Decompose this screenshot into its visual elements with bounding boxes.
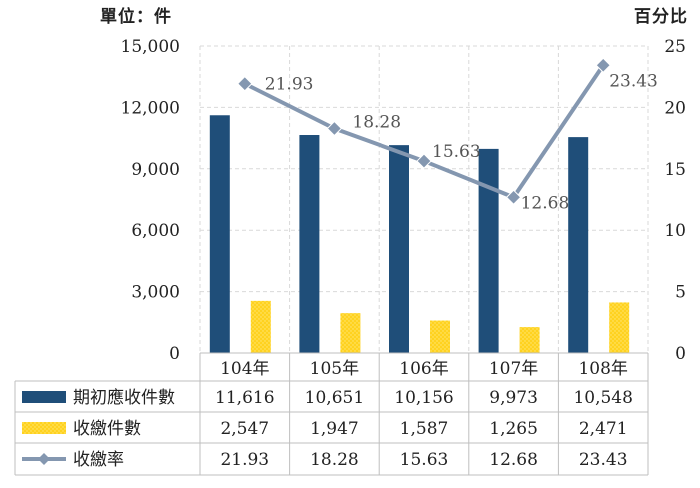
table-cell-value: 1,587 [400,419,449,439]
x-category-label: 104年 [220,359,269,379]
bar-collected [609,302,630,353]
y-left-tick-label: 6,000 [131,221,180,241]
bar-layer [209,115,630,353]
line-marker [505,189,522,205]
y-right-tick-label: 15 [664,160,686,180]
line-data-label: 21.93 [265,75,314,95]
y-right-tick-label: 5 [675,283,686,303]
table-cell-value: 15.63 [400,450,449,470]
bar-collected [430,320,450,353]
line-data-label: 18.28 [352,113,401,133]
line-layer: 21.93 18.28 15.63 12.68 23.43 [237,57,658,213]
y-left-tick-label: 9,000 [131,160,180,180]
x-category-label: 106年 [399,359,448,379]
bar-opening-receivable [209,115,230,353]
table-cell-value: 9,973 [489,388,538,408]
table-cell-value: 1,265 [489,419,538,439]
bar-opening-receivable [478,148,499,353]
y-left-tick-label: 0 [169,344,180,364]
x-category-label: 108年 [578,359,627,379]
y-right-tick-label: 0 [675,344,686,364]
x-category-label: 105年 [310,359,359,379]
line-data-label: 15.63 [432,142,481,162]
bar-opening-receivable [389,145,409,353]
legend-opening-receivable-swatch [22,391,66,403]
bar-collected [250,300,271,353]
table-cell-value: 18.28 [310,450,359,470]
y-left-tick-label: 12,000 [121,98,180,118]
y-left-tick-label: 3,000 [131,283,180,303]
axis-layer: 0 3,000 6,000 9,000 12,000 15,000 0 5 10 15 20 25 [121,37,686,364]
table-cell-value: 1,947 [310,419,359,439]
line-data-label: 23.43 [609,71,658,91]
table-cell-value: 12.68 [489,450,538,470]
x-category-label: 107年 [489,359,538,379]
table-cell-value: 10,651 [305,388,364,408]
bar-collected [340,313,361,353]
line-marker [595,57,611,73]
table-cell-value: 10,548 [573,388,632,408]
right-unit-label: 百分比 [634,6,688,27]
left-unit-label: 單位：件 [100,6,172,27]
bar-opening-receivable [568,137,589,353]
bar-opening-receivable [299,135,320,353]
line-marker [416,153,432,169]
table-cell-value: 11,616 [215,388,274,408]
legend-collection-rate-marker [38,453,50,465]
table-cell-value: 10,156 [394,388,453,408]
legend-collected-label: 收繳件數 [73,419,141,439]
legend-collected-swatch [22,422,66,434]
y-right-tick-label: 25 [664,37,686,57]
bar-collected [519,327,540,353]
table-cell-value: 2,471 [579,419,628,439]
table-cell-value: 2,547 [220,419,269,439]
y-left-tick-label: 15,000 [121,37,180,57]
line-marker [326,120,343,137]
line-data-label: 12.68 [521,193,570,213]
table-cell-value: 23.43 [579,450,628,470]
y-right-tick-label: 20 [664,98,686,118]
line-marker [237,75,253,92]
legend-opening-receivable-label: 期初應收件數 [73,387,175,408]
y-right-tick-label: 10 [664,221,686,241]
table-cell-value: 21.93 [220,450,269,470]
legend-collection-rate-label: 收繳率 [73,450,124,470]
